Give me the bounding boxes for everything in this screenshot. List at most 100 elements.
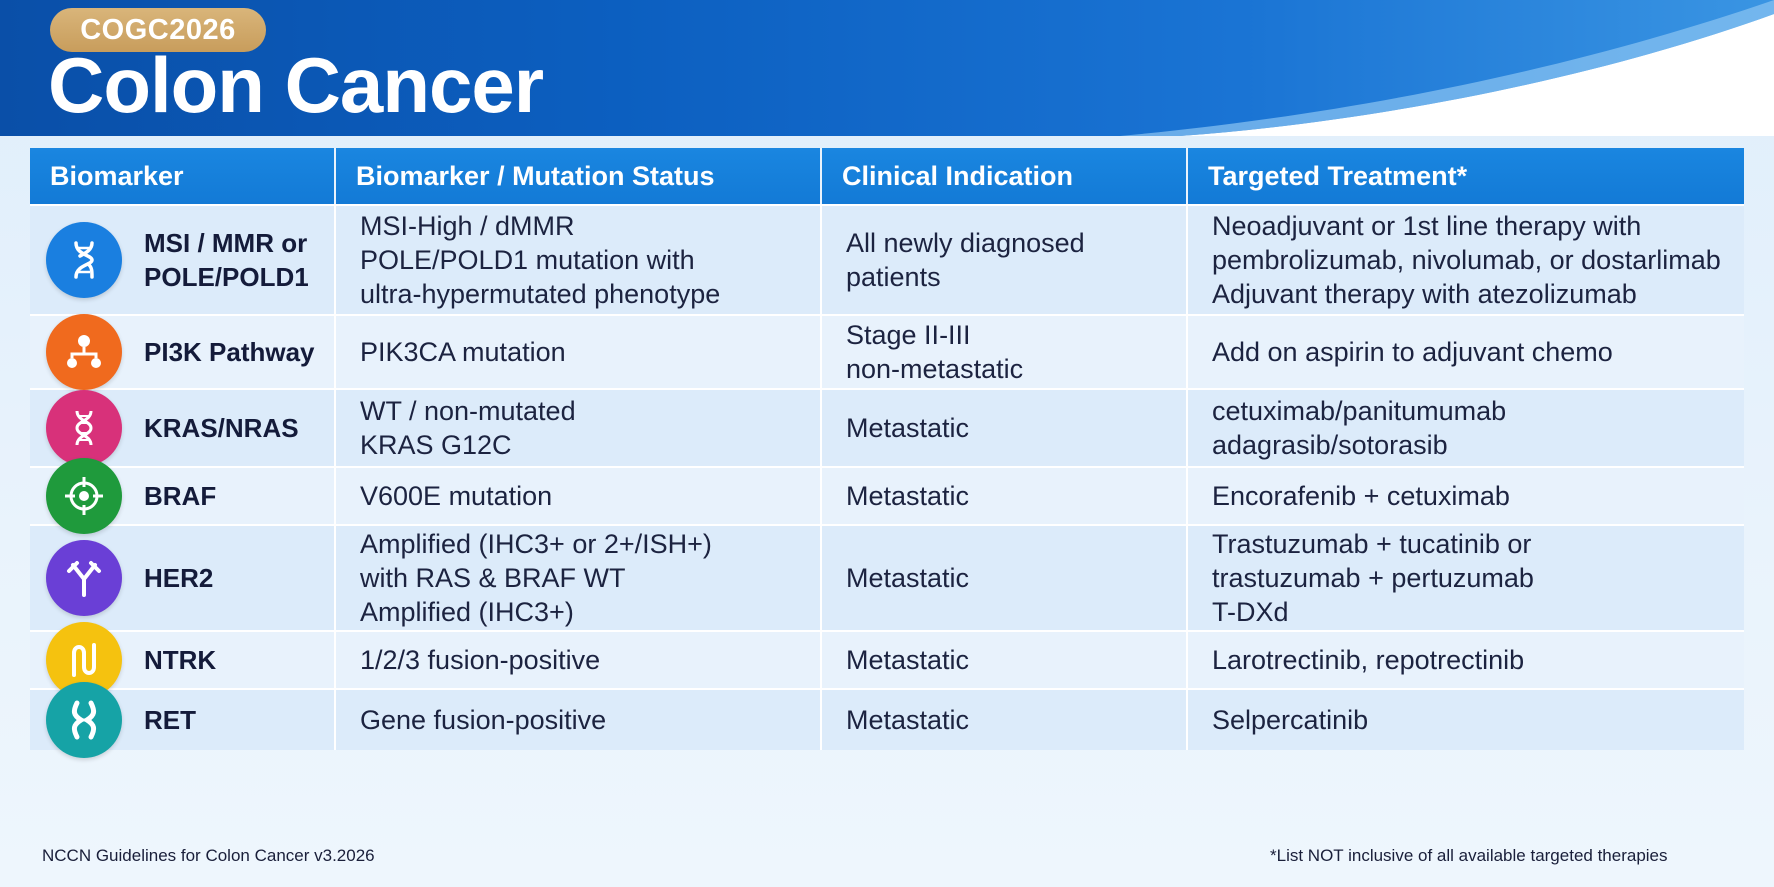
biomarker-name: BRAF [144, 479, 216, 513]
targeted-treatment-cell-line: Encorafenib + cetuximab [1212, 481, 1510, 511]
clinical-indication-cell: Metastatic [822, 526, 1188, 630]
targeted-treatment-cell-line: adagrasib/sotorasib [1212, 430, 1448, 460]
biomarker-name-line: RET [144, 705, 196, 735]
table-row: KRAS/NRAS WT / non-mutated KRAS G12C Metast… [30, 388, 1744, 466]
table-row: NTRK 1/2/3 fusion-positive Metastatic Larot… [30, 622, 1744, 698]
biomarker-cell: RET [30, 682, 336, 758]
mutation-status-cell-line: Amplified (IHC3+ or 2+/ISH+) [360, 529, 712, 559]
page-title: Colon Cancer [48, 41, 544, 129]
biomarker-name-line: POLE/POLD1 [144, 262, 309, 292]
biomarker-name-line: BRAF [144, 481, 217, 511]
mutation-status-cell-line: 1/2/3 fusion-positive [360, 645, 601, 675]
mutation-status-cell-line: MSI-High / dMMR [360, 211, 575, 241]
mutation-status-cell: 1/2/3 fusion-positive [336, 632, 822, 688]
source-citation: NCCN Guidelines for Colon Cancer v3.2026 [42, 846, 375, 865]
clinical-indication-cell-line: Metastatic [846, 413, 970, 443]
table-row: PI3K Pathway PIK3CA mutation Stage II-III n… [30, 314, 1744, 390]
mutation-status-cell: Amplified (IHC3+ or 2+/ISH+) with RAS & B… [336, 526, 822, 630]
header-swoosh-decoration [1120, 0, 1774, 136]
column-header-status: Biomarker / Mutation Status [336, 148, 822, 204]
clinical-indication-cell-line: Metastatic [846, 705, 970, 735]
targeted-treatment-cell-line: Add on aspirin to adjuvant chemo [1212, 337, 1613, 367]
footnote: *List NOT inclusive of all available tar… [1270, 846, 1668, 865]
mutation-status-cell-line: with RAS & BRAF WT [360, 563, 626, 593]
table-header: Biomarker Biomarker / Mutation Status Cl… [30, 148, 1744, 204]
targeted-treatment-cell-line: T-DXd [1212, 597, 1289, 627]
biomarker-cell: KRAS/NRAS [30, 390, 336, 466]
clinical-indication-cell: All newly diagnosed patients [822, 206, 1188, 314]
clinical-indication-cell: Metastatic [822, 468, 1188, 524]
header-banner: COGC2026 Colon Cancer [0, 0, 1774, 136]
table-body: MSI / MMR or POLE/POLD1 MSI-High / dMMR POL… [30, 204, 1744, 758]
clinical-indication-cell-line: non-metastatic [846, 354, 1024, 384]
biomarker-name: KRAS/NRAS [144, 411, 299, 445]
targeted-treatment-cell: cetuximab/panitumumab adagrasib/sotorasib [1188, 390, 1744, 466]
biomarker-name: PI3K Pathway [144, 335, 315, 369]
biomarker-name: RET [144, 703, 196, 737]
mutation-status-cell: PIK3CA mutation [336, 316, 822, 388]
targeted-treatment-cell-line: Neoadjuvant or 1st line therapy with [1212, 211, 1642, 241]
clinical-indication-cell: Metastatic [822, 690, 1188, 750]
clinical-indication-cell: Metastatic [822, 390, 1188, 466]
table-row: BRAF V600E mutation Metastatic Encorafenib … [30, 458, 1744, 534]
biomarker-name: MSI / MMR or POLE/POLD1 [144, 226, 309, 294]
clinical-indication-cell-line: patients [846, 262, 941, 292]
dna-icon [46, 222, 122, 298]
column-header-treatment: Targeted Treatment* [1208, 160, 1468, 191]
biomarker-cell: HER2 [30, 526, 336, 630]
targeted-treatment-cell: Add on aspirin to adjuvant chemo [1188, 316, 1744, 388]
mutation-status-cell-line: V600E mutation [360, 481, 553, 511]
mutation-status-cell-line: Amplified (IHC3+) [360, 597, 574, 627]
targeted-treatment-cell: Encorafenib + cetuximab [1188, 468, 1744, 524]
column-header-biomarker: Biomarker [30, 148, 336, 204]
table-row: RET Gene fusion-positive Metastatic Selperc… [30, 682, 1744, 758]
targeted-treatment-cell-line: Adjuvant therapy with atezolizumab [1212, 279, 1637, 309]
column-header-indication: Clinical Indication [822, 148, 1188, 204]
biomarker-name: NTRK [144, 643, 216, 677]
biomarker-name-line: NTRK [144, 645, 217, 675]
targeted-treatment-cell-line: trastuzumab + pertuzumab [1212, 563, 1534, 593]
target-icon [46, 458, 122, 534]
mutation-status-cell-line: WT / non-mutated [360, 396, 576, 426]
clinical-indication-cell-line: Metastatic [846, 645, 970, 675]
pathway-icon [46, 314, 122, 390]
biomarker-name-line: HER2 [144, 563, 214, 593]
biomarker-table: Biomarker Biomarker / Mutation Status Cl… [30, 148, 1744, 758]
clinical-indication-cell: Stage II-III non-metastatic [822, 316, 1188, 388]
clinical-indication-cell-line: Stage II-III [846, 320, 971, 350]
mutation-status-cell-line: POLE/POLD1 mutation with [360, 245, 695, 275]
biomarker-cell: BRAF [30, 458, 336, 534]
biomarker-cell: MSI / MMR or POLE/POLD1 [30, 206, 336, 314]
mutation-status-cell-line: ultra-hypermutated phenotype [360, 279, 721, 309]
conference-badge: COGC2026 [50, 8, 266, 52]
clinical-indication-cell: Metastatic [822, 632, 1188, 688]
clinical-indication-cell-line: Metastatic [846, 563, 970, 593]
targeted-treatment-cell-line: Selpercatinib [1212, 705, 1369, 735]
mutation-status-cell-line: PIK3CA mutation [360, 337, 566, 367]
antibody-icon [46, 540, 122, 616]
mutation-status-cell: WT / non-mutated KRAS G12C [336, 390, 822, 466]
clinical-indication-cell-line: Metastatic [846, 481, 970, 511]
biomarker-name-line: PI3K Pathway [144, 337, 315, 367]
biomarker-cell: PI3K Pathway [30, 314, 336, 390]
mutation-status-cell: Gene fusion-positive [336, 690, 822, 750]
mutation-status-cell-line: Gene fusion-positive [360, 705, 607, 735]
table-row: MSI / MMR or POLE/POLD1 MSI-High / dMMR POL… [30, 204, 1744, 314]
targeted-treatment-cell: Trastuzumab + tucatinib or trastuzumab + … [1188, 526, 1744, 630]
mutation-status-cell: MSI-High / dMMR POLE/POLD1 mutation with u… [336, 206, 822, 314]
mutation-status-cell: V600E mutation [336, 468, 822, 524]
biomarker-name-line: MSI / MMR or [144, 228, 308, 258]
biomarker-name-line: KRAS/NRAS [144, 413, 299, 443]
targeted-treatment-cell-line: cetuximab/panitumumab [1212, 396, 1507, 426]
targeted-treatment-cell-line: Larotrectinib, repotrectinib [1212, 645, 1525, 675]
clinical-indication-cell-line: All newly diagnosed [846, 228, 1085, 258]
targeted-treatment-cell: Neoadjuvant or 1st line therapy with pemb… [1188, 206, 1744, 314]
biomarker-cell: NTRK [30, 622, 336, 698]
chromosome-icon [46, 682, 122, 758]
biomarker-name: HER2 [144, 561, 213, 595]
targeted-treatment-cell-line: pembrolizumab, nivolumab, or dostarlimab [1212, 245, 1721, 275]
targeted-treatment-cell-line: Trastuzumab + tucatinib or [1212, 529, 1532, 559]
targeted-treatment-cell: Selpercatinib [1188, 690, 1744, 750]
targeted-treatment-cell: Larotrectinib, repotrectinib [1188, 632, 1744, 688]
mutation-status-cell-line: KRAS G12C [360, 430, 512, 460]
